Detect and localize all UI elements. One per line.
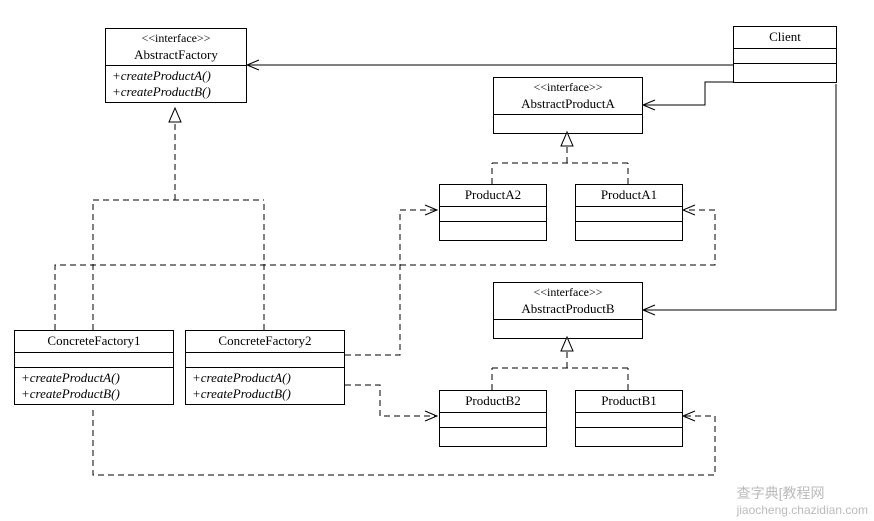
watermark-line1: 查字典[教程网 <box>737 483 868 503</box>
class-product-a1: ProductA1 <box>575 184 683 241</box>
class-name: ConcreteFactory1 <box>21 333 167 350</box>
class-name: AbstractFactory <box>112 47 240 64</box>
class-name: ProductA1 <box>582 187 676 204</box>
class-abstract-product-a: <<interface>> AbstractProductA <box>493 77 643 134</box>
class-name: Client <box>740 29 830 46</box>
class-abstract-factory: <<interface>> AbstractFactory +createPro… <box>105 28 247 103</box>
class-name: ConcreteFactory2 <box>192 333 338 350</box>
class-concrete-factory2: ConcreteFactory2 +createProductA() +crea… <box>185 330 345 405</box>
class-name: AbstractProductA <box>500 96 636 113</box>
stereotype-label: <<interface>> <box>112 31 240 47</box>
watermark: 查字典[教程网 jiaocheng.chazidian.com <box>737 483 868 517</box>
operation: +createProductA() <box>192 370 338 386</box>
class-concrete-factory1: ConcreteFactory1 +createProductA() +crea… <box>14 330 174 405</box>
operation: +createProductA() <box>112 68 240 84</box>
stereotype-label: <<interface>> <box>500 285 636 301</box>
class-name: ProductB1 <box>582 393 676 410</box>
operation: +createProductB() <box>112 84 240 100</box>
class-product-b2: ProductB2 <box>439 390 547 447</box>
watermark-line2: jiaocheng.chazidian.com <box>737 503 868 517</box>
class-abstract-product-b: <<interface>> AbstractProductB <box>493 282 643 339</box>
operation: +createProductB() <box>21 386 167 402</box>
operation: +createProductB() <box>192 386 338 402</box>
class-client: Client <box>733 26 837 83</box>
class-product-b1: ProductB1 <box>575 390 683 447</box>
operation: +createProductA() <box>21 370 167 386</box>
stereotype-label: <<interface>> <box>500 80 636 96</box>
class-name: ProductB2 <box>446 393 540 410</box>
class-product-a2: ProductA2 <box>439 184 547 241</box>
class-name: ProductA2 <box>446 187 540 204</box>
class-name: AbstractProductB <box>500 301 636 318</box>
